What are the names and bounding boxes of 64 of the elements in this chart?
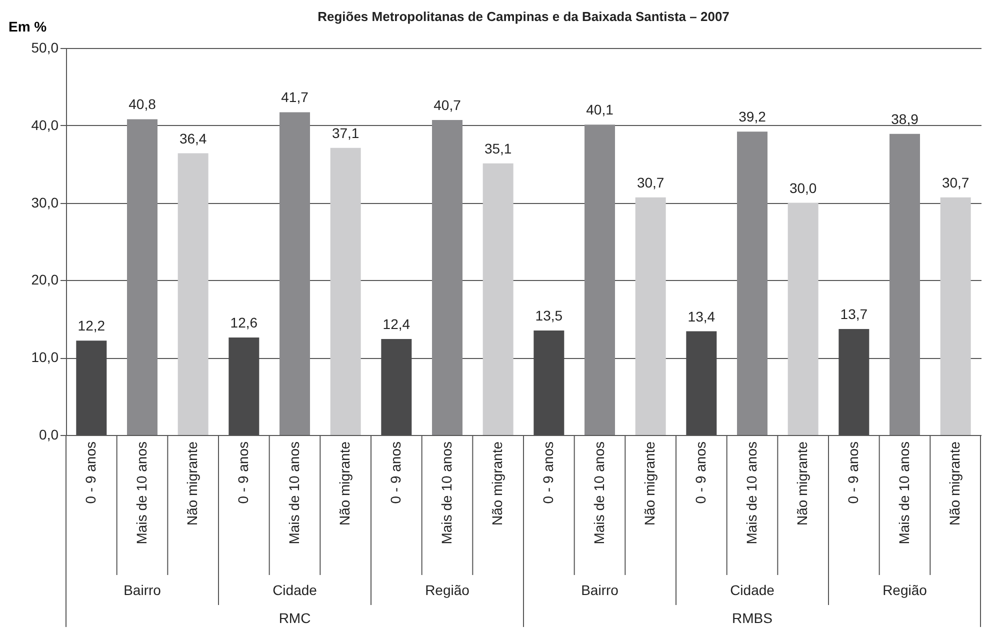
y-tick-label: 30,0	[31, 194, 59, 210]
x-tick-label: Mais de 10 anos	[133, 442, 150, 544]
data-label: 30,7	[942, 174, 970, 190]
bar	[737, 132, 768, 435]
bar	[635, 197, 666, 435]
text: Cidade	[730, 582, 775, 598]
x-tick-label: Mais de 10 anos	[743, 442, 760, 544]
text: Região	[882, 582, 928, 598]
text: Cidade	[272, 582, 318, 598]
data-label: 39,2	[738, 108, 766, 125]
bar	[127, 119, 158, 435]
text: Bairro	[581, 582, 619, 598]
data-label: 40,1	[586, 102, 614, 118]
bar	[280, 112, 310, 435]
x-tick-label: Mais de 10 anos	[286, 442, 302, 544]
data-label: 36,4	[179, 130, 207, 146]
text: RMBS	[732, 610, 772, 626]
x-tick-label: Não migrante	[946, 441, 963, 526]
x-tick-label: Não migrante	[184, 441, 200, 526]
x-tick-label: 0 - 9 anos	[387, 442, 404, 504]
data-label: 35,1	[484, 140, 512, 156]
y-tick-label: 20,0	[31, 272, 59, 288]
data-label: 30,0	[789, 180, 817, 196]
x-tick-label: Mais de 10 anos	[590, 442, 607, 544]
chart-title: Regiões Metropolitanas de Campinas e da Baixada Santista – 2007	[318, 9, 730, 24]
text: Região	[425, 582, 470, 598]
text: Bairro	[124, 582, 162, 598]
data-label: 12,4	[382, 316, 410, 332]
bar	[482, 163, 514, 435]
data-label: 30,7	[636, 174, 664, 190]
y-axis-title: Em %	[8, 18, 48, 34]
x-tick-label: 0 - 9 anos	[234, 442, 251, 504]
data-label: 12,2	[78, 318, 106, 334]
data-label: 40,7	[434, 96, 462, 113]
x-tick-label: Não migrante	[642, 441, 658, 526]
text: RMC	[278, 610, 311, 626]
data-label: 12,6	[230, 314, 258, 330]
x-tick-label: Não migrante	[336, 441, 353, 526]
data-label: 37,1	[332, 124, 360, 141]
x-tick-label: Não migrante	[794, 441, 810, 526]
y-tick-label: 40,0	[31, 116, 59, 133]
y-tick-label: 10,0	[31, 349, 59, 366]
bar	[432, 120, 462, 435]
bar	[178, 153, 208, 435]
x-tick-label: Mais de 10 anos	[438, 442, 454, 544]
data-label: 13,4	[688, 308, 716, 324]
bar	[940, 197, 971, 435]
data-label: 38,9	[891, 110, 919, 127]
x-tick-label: 0 - 9 anos	[844, 442, 861, 504]
data-label: 13,5	[535, 308, 563, 324]
x-tick-label: 0 - 9 anos	[82, 442, 98, 504]
bar	[330, 148, 361, 435]
y-tick-label: 0,0	[39, 426, 59, 442]
x-tick-label: Mais de 10 anos	[896, 442, 912, 544]
y-tick-label: 50,0	[31, 40, 59, 56]
x-tick-label: 0 - 9 anos	[692, 442, 708, 504]
data-label: 13,7	[840, 306, 868, 322]
data-label: 40,8	[128, 96, 156, 112]
data-label: 41,7	[281, 89, 309, 106]
x-tick-label: Não migrante	[489, 441, 506, 526]
x-tick-label: 0 - 9 anos	[540, 442, 556, 504]
bar	[788, 202, 818, 435]
bar	[584, 124, 615, 435]
bar	[890, 134, 920, 435]
